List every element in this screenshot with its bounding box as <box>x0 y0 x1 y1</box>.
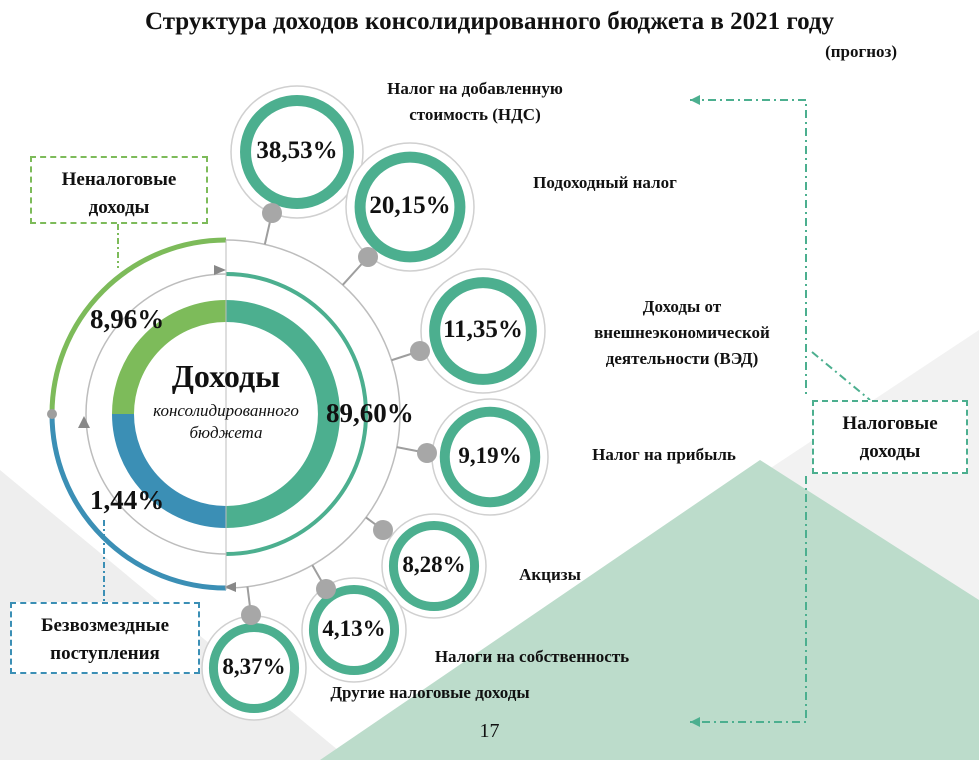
tax-pointer-line <box>811 351 871 401</box>
gratuitous-label-line2: поступления <box>50 643 160 664</box>
arrow-marker-bottom <box>224 582 236 592</box>
nontax-label-box: Неналоговые доходы <box>30 156 208 224</box>
tax-donut-segment <box>225 300 340 528</box>
item-label-line: Налог на прибыль <box>592 445 736 464</box>
item-label-line: Налоги на собственность <box>434 647 630 666</box>
item-label-other-taxes: Другие налоговые доходы <box>300 680 560 706</box>
gratuitous-share-value: 1,44% <box>90 485 165 515</box>
item-label-line: Другие налоговые доходы <box>330 683 530 702</box>
item-label-foreign-trade: Доходы от внешнеэкономической деятельнос… <box>572 294 792 372</box>
gratuitous-label-line1: Безвозмездные <box>40 615 170 636</box>
center-subtitle-line2: бюджета <box>189 423 263 442</box>
item-value: 4,13% <box>322 615 386 641</box>
center-subtitle-line1: консолидированного <box>153 401 299 420</box>
page-number: 17 <box>479 720 500 742</box>
nontax-outer-arc <box>49 237 227 415</box>
tax-breakdown-circles <box>201 85 549 721</box>
connector-dot <box>358 247 378 267</box>
item-label-income-tax: Подоходный налог <box>500 170 710 196</box>
gratuitous-donut-segment <box>112 413 227 528</box>
nontax-label-line2: доходы <box>88 197 150 218</box>
satellite-ring <box>240 95 354 209</box>
gratuitous-label-box: Безвозмездные поступления <box>10 602 200 674</box>
connector-dot <box>373 520 393 540</box>
item-label-property-taxes: Налоги на собственность <box>404 644 660 670</box>
bracket-arrow-top <box>690 95 700 105</box>
item-value: 38,53% <box>256 136 338 164</box>
item-label-vat: Налог на добавленную стоимость (НДС) <box>360 76 590 128</box>
nontax-share-value: 8,96% <box>90 304 165 334</box>
item-label-excises: Акцизы <box>500 562 600 588</box>
item-label-line: внешнеэкономической <box>594 323 770 342</box>
center-title: Доходы <box>171 358 281 394</box>
satellite-ring <box>439 406 541 508</box>
page-title: Структура доходов консолидированного бюд… <box>144 8 835 35</box>
item-label-line: стоимость (НДС) <box>409 105 541 124</box>
item-label-profit-tax: Налог на прибыль <box>564 442 764 468</box>
satellite-ring <box>354 151 466 263</box>
tax-share-value: 89,60% <box>326 398 414 428</box>
item-label-line: Доходы от <box>642 297 722 316</box>
nontax-donut-segment <box>112 300 227 415</box>
connector-dot <box>241 605 261 625</box>
satellite-ring <box>388 520 480 612</box>
connector-dot <box>410 341 430 361</box>
tax-bracket-line <box>690 99 807 723</box>
bg-shape-right-green <box>320 460 979 760</box>
nontax-label-line1: Неналоговые <box>61 169 177 190</box>
arrow-marker-left <box>78 416 90 428</box>
center-subtitle: консолидированного бюджета <box>116 400 336 444</box>
item-value: 9,19% <box>458 442 522 468</box>
left-dot-marker <box>47 409 57 419</box>
satellite-ring <box>208 622 300 714</box>
tax-label-line1: Налоговые <box>842 413 938 434</box>
tax-label-box: Налоговые доходы <box>812 400 968 474</box>
tax-label-line2: доходы <box>859 441 921 462</box>
satellite-ring <box>308 584 400 676</box>
connector-dot <box>262 203 282 223</box>
item-label-line: Акцизы <box>519 565 581 584</box>
item-value: 8,37% <box>222 653 286 679</box>
item-value: 11,35% <box>443 315 523 343</box>
item-value: 20,15% <box>369 191 451 219</box>
satellite-ring <box>429 277 537 385</box>
bracket-arrow-bottom <box>690 717 700 727</box>
arrow-marker-top <box>214 265 226 275</box>
item-label-line: Налог на добавленную <box>387 79 563 98</box>
item-label-line: Подоходный налог <box>533 173 677 192</box>
item-value: 8,28% <box>402 551 466 577</box>
item-label-line: деятельности (ВЭД) <box>605 349 759 368</box>
connector-dot <box>316 579 336 599</box>
connector-dot <box>417 443 437 463</box>
page-subtitle: (прогноз) <box>825 42 897 61</box>
tax-outer-arc <box>225 272 368 556</box>
